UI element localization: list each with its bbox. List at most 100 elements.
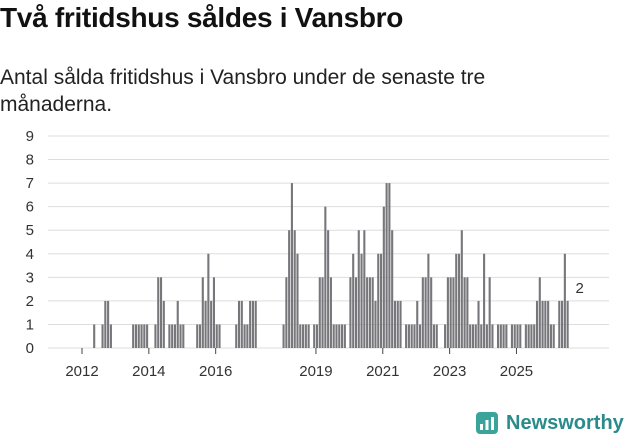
bar [535, 300, 539, 348]
x-tick-label: 2021 [366, 363, 399, 380]
chart-subtitle: Antal sålda fritidshus i Vansbro under d… [0, 66, 486, 116]
bar [198, 324, 202, 348]
bar [463, 277, 466, 348]
bar [249, 300, 252, 348]
bar [549, 324, 552, 348]
bar [485, 324, 488, 348]
bar [405, 324, 408, 348]
bar [201, 277, 204, 348]
bar [541, 300, 544, 348]
bar [510, 324, 513, 348]
bar [338, 324, 341, 348]
brand-name: Newsworthy [506, 411, 624, 434]
bar [146, 324, 149, 348]
bar [566, 300, 569, 348]
bar [558, 300, 561, 348]
y-tick-label: 1 [26, 316, 34, 333]
bar [455, 253, 458, 348]
bar [307, 324, 310, 348]
bar [380, 253, 383, 348]
bar [341, 324, 344, 348]
bar [246, 324, 249, 348]
bar [335, 324, 338, 348]
bar [321, 277, 324, 348]
bar [109, 324, 112, 348]
bar [563, 253, 566, 348]
bar [499, 324, 502, 348]
bar [140, 324, 143, 348]
y-tick-label: 5 [26, 222, 34, 239]
bar [207, 253, 210, 348]
bar [327, 230, 330, 348]
bar [466, 277, 469, 348]
y-tick-label: 7 [26, 175, 34, 192]
bar [196, 324, 199, 348]
bar [561, 300, 564, 348]
bar [302, 324, 305, 348]
bar [471, 324, 474, 348]
bar [212, 277, 215, 348]
bar [407, 324, 410, 348]
bar [427, 253, 430, 348]
x-tick-label: 2012 [65, 363, 98, 380]
bar [474, 324, 477, 348]
bar [218, 324, 221, 348]
bar [210, 300, 213, 348]
bar [313, 324, 316, 348]
bar [496, 324, 500, 348]
bar [460, 230, 463, 348]
bar [137, 324, 140, 348]
bar [290, 183, 293, 348]
bar-chart-logo-icon [476, 412, 498, 434]
bar [530, 324, 533, 348]
bar [282, 324, 285, 348]
bar [519, 324, 522, 348]
bar [505, 324, 508, 348]
bar [104, 300, 107, 348]
y-tick-label: 8 [26, 152, 34, 169]
bar [491, 324, 494, 348]
bar [171, 324, 174, 348]
bar [396, 300, 399, 348]
bar [235, 324, 238, 348]
bar [469, 324, 472, 348]
bar [547, 300, 550, 348]
bar [413, 324, 416, 348]
bar [154, 324, 157, 348]
bar [324, 206, 327, 348]
bar [215, 324, 218, 348]
bar [157, 277, 160, 348]
bar [360, 253, 363, 348]
y-tick-label: 4 [26, 246, 34, 263]
bar [285, 277, 288, 348]
bar [435, 324, 438, 348]
bar [391, 230, 394, 348]
bar [444, 324, 447, 348]
bar [410, 324, 413, 348]
bar [513, 324, 516, 348]
bar [457, 253, 461, 348]
bar [237, 300, 241, 348]
bar [349, 277, 352, 348]
bar [430, 277, 433, 348]
bar [179, 324, 182, 348]
bar [332, 324, 335, 348]
bar [134, 324, 138, 348]
y-tick-label: 9 [26, 128, 34, 145]
bar [374, 300, 377, 348]
bar [243, 324, 246, 348]
bar [483, 253, 486, 348]
bar [502, 324, 505, 348]
bar [393, 300, 397, 348]
bar [132, 324, 135, 348]
bar [388, 183, 391, 348]
bar [357, 230, 360, 348]
bar [176, 300, 179, 348]
x-axis-labels: 2012 2014 2016 2019 2021 2023 2025 [65, 348, 533, 380]
x-tick-label: 2016 [199, 363, 232, 380]
bar [371, 277, 374, 348]
bar [315, 324, 319, 348]
bar-series [93, 183, 569, 348]
bar [368, 277, 371, 348]
